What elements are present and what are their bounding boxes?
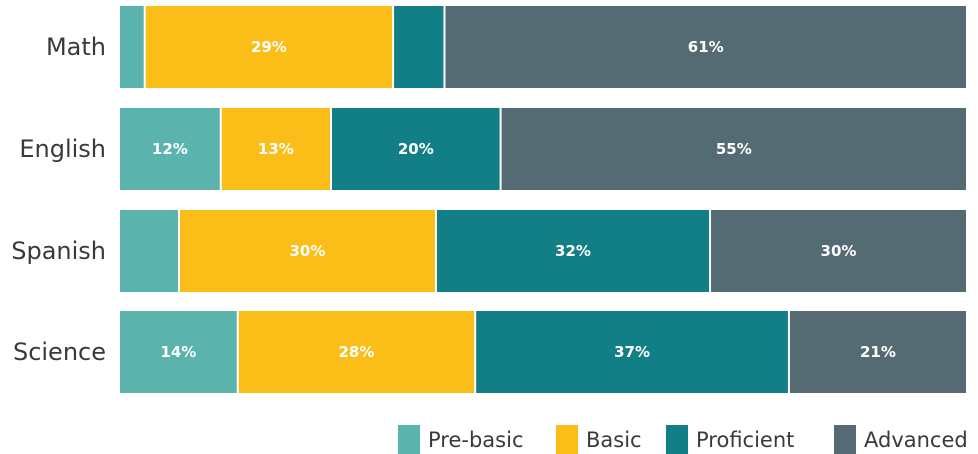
legend-label-pre-basic: Pre-basic bbox=[428, 428, 523, 452]
legend-swatch-advanced bbox=[834, 425, 856, 454]
legend-label-advanced: Advanced bbox=[864, 428, 968, 452]
legend-item-proficient: Proficient bbox=[666, 425, 794, 454]
data-label-spanish-basic: 30% bbox=[289, 242, 325, 260]
legend-label-proficient: Proficient bbox=[696, 428, 794, 452]
bar-segment-spanish-proficient bbox=[436, 210, 710, 292]
data-label-math-advanced: 61% bbox=[688, 38, 724, 56]
bar-segment-english-proficient bbox=[332, 108, 500, 190]
legend-swatch-basic bbox=[556, 425, 578, 454]
bar-segment-science-advanced bbox=[789, 311, 966, 393]
data-label-spanish-advanced: 30% bbox=[821, 242, 857, 260]
category-label-science: Science bbox=[13, 338, 106, 366]
data-label-science-basic: 28% bbox=[338, 343, 374, 361]
bar-segment-science-basic bbox=[238, 311, 475, 393]
bar-segment-math-basic bbox=[145, 6, 393, 88]
legend-swatch-proficient bbox=[666, 425, 688, 454]
bar-segment-english-pre-basic bbox=[120, 108, 220, 190]
bars: 29% 61% 12% 13% 20% 55% 30% 32% 30% 14% 28% 37% 21% bbox=[120, 6, 966, 393]
category-label-math: Math bbox=[46, 33, 106, 61]
data-label-english-advanced: 55% bbox=[716, 140, 752, 158]
bar-segment-spanish-pre-basic bbox=[120, 210, 178, 292]
data-label-science-pre-basic: 14% bbox=[160, 343, 196, 361]
data-label-science-advanced: 21% bbox=[860, 343, 896, 361]
legend-label-basic: Basic bbox=[586, 428, 642, 452]
legend-swatch-pre-basic bbox=[398, 425, 420, 454]
bar-segment-math-pre-basic bbox=[120, 6, 144, 88]
data-label-science-proficient: 37% bbox=[614, 343, 650, 361]
bar-segment-spanish-basic bbox=[179, 210, 435, 292]
bar-segment-math-proficient bbox=[394, 6, 444, 88]
bar-segment-math-advanced bbox=[445, 6, 966, 88]
data-label-english-pre-basic: 12% bbox=[152, 140, 188, 158]
category-label-english: English bbox=[19, 135, 106, 163]
legend-item-pre-basic: Pre-basic bbox=[398, 425, 523, 454]
bar-segment-english-advanced bbox=[501, 108, 966, 190]
bar-segment-science-proficient bbox=[476, 311, 788, 393]
legend-item-advanced: Advanced bbox=[834, 425, 968, 454]
category-labels: Math English Spanish Science bbox=[11, 33, 106, 366]
legend: Pre-basic Basic Proficient Advanced bbox=[398, 425, 968, 454]
data-label-spanish-proficient: 32% bbox=[555, 242, 591, 260]
legend-item-basic: Basic bbox=[556, 425, 642, 454]
data-label-english-proficient: 20% bbox=[398, 140, 434, 158]
bar-segment-science-pre-basic bbox=[120, 311, 237, 393]
bar-segment-english-basic bbox=[221, 108, 330, 190]
category-label-spanish: Spanish bbox=[11, 237, 106, 265]
data-label-english-basic: 13% bbox=[258, 140, 294, 158]
bar-segment-spanish-advanced bbox=[711, 210, 966, 292]
data-label-math-basic: 29% bbox=[251, 38, 287, 56]
